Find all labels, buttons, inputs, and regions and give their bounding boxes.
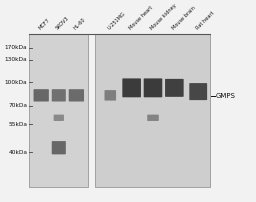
FancyBboxPatch shape xyxy=(104,90,116,101)
Text: Rat heart: Rat heart xyxy=(195,11,215,31)
FancyBboxPatch shape xyxy=(34,89,49,102)
Text: GMPS: GMPS xyxy=(216,93,236,99)
Text: 70kDa: 70kDa xyxy=(8,103,27,108)
Text: 40kDa: 40kDa xyxy=(8,150,27,155)
Text: 55kDa: 55kDa xyxy=(8,122,27,127)
Text: U-251MG: U-251MG xyxy=(107,11,126,31)
FancyBboxPatch shape xyxy=(189,83,207,100)
FancyBboxPatch shape xyxy=(147,115,159,121)
FancyBboxPatch shape xyxy=(122,78,141,97)
Text: HL-60: HL-60 xyxy=(73,17,87,31)
FancyBboxPatch shape xyxy=(165,79,184,97)
Text: 130kDa: 130kDa xyxy=(5,57,27,62)
Text: MCF7: MCF7 xyxy=(38,18,51,31)
Bar xyxy=(95,34,209,187)
FancyBboxPatch shape xyxy=(69,89,84,102)
Text: Mouse brain: Mouse brain xyxy=(171,5,196,31)
FancyBboxPatch shape xyxy=(52,141,66,154)
FancyBboxPatch shape xyxy=(54,115,64,121)
FancyBboxPatch shape xyxy=(144,78,162,97)
Text: Mouse heart: Mouse heart xyxy=(128,5,154,31)
Text: SKOV3: SKOV3 xyxy=(55,16,70,31)
FancyBboxPatch shape xyxy=(52,89,66,102)
Bar xyxy=(29,34,88,187)
Text: Mouse kidney: Mouse kidney xyxy=(150,3,178,31)
Text: 100kDa: 100kDa xyxy=(5,80,27,85)
Text: 170kDa: 170kDa xyxy=(5,45,27,50)
